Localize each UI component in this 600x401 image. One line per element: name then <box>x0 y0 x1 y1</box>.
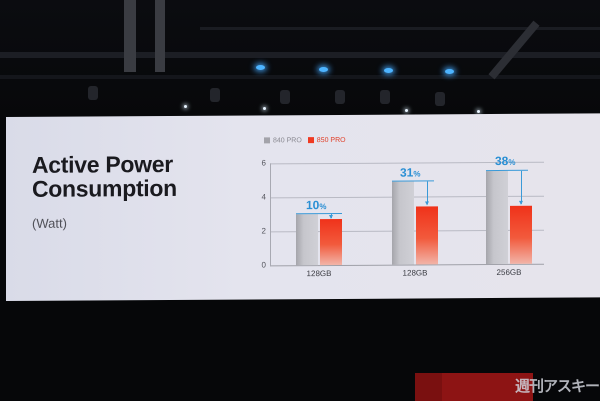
arrow-down-icon <box>521 170 522 204</box>
lighting-truss <box>200 27 600 30</box>
stage-lamp <box>435 92 445 106</box>
chart-legend: 840 PRO 850 PRO <box>264 137 346 144</box>
watermark: 週刊アスキー <box>515 378 600 395</box>
plot-area: 6 4 2 0 10% 128GB 31% 128GB 38% 256GB <box>262 154 544 278</box>
stage-light <box>405 109 408 112</box>
bar-850pro-128gb-a <box>320 218 342 266</box>
legend-swatch <box>264 137 270 144</box>
stage-lamp <box>210 88 220 102</box>
x-label: 256GB <box>496 267 522 278</box>
bar-840pro-128gb-b <box>392 181 414 265</box>
lighting-truss <box>0 75 600 79</box>
ceiling-pillar <box>124 0 136 72</box>
presentation-slide: Active Power Consumption (Watt) 840 PRO … <box>6 113 600 301</box>
slide-title: Active Power Consumption <box>32 150 177 202</box>
x-label: 128GB <box>306 269 332 279</box>
stage-light <box>319 67 328 72</box>
bar-840pro-128gb-a <box>296 214 318 266</box>
stage-light <box>263 107 266 110</box>
x-label: 128GB <box>402 268 428 278</box>
bar-850pro-256gb <box>510 205 532 264</box>
stage-podium-side <box>415 373 442 401</box>
legend-item-850-pro: 850 PRO <box>307 137 346 144</box>
legend-item-840-pro: 840 PRO <box>264 137 302 144</box>
y-tick: 6 <box>261 158 266 168</box>
stage-lamp <box>380 90 390 104</box>
arrow-down-icon <box>331 214 332 219</box>
y-tick: 0 <box>261 260 266 270</box>
stage-light <box>445 69 454 74</box>
reduction-label: 10% <box>306 198 327 213</box>
stage-lamp <box>280 90 290 104</box>
unit-label: (Watt) <box>32 215 67 231</box>
stage-light <box>184 105 187 108</box>
bar-840pro-256gb <box>486 170 508 265</box>
stage-light <box>256 65 265 70</box>
stage-lamp <box>335 90 345 104</box>
y-tick: 2 <box>261 226 266 236</box>
legend-swatch <box>307 137 314 144</box>
annotation-bracket <box>296 212 342 215</box>
ceiling-pillar <box>155 0 165 72</box>
stage-lamp <box>88 86 98 100</box>
arrow-down-icon <box>427 181 428 205</box>
y-axis <box>270 163 271 267</box>
reduction-label: 38% <box>495 153 516 169</box>
reduction-label: 31% <box>400 165 421 180</box>
y-tick: 4 <box>261 192 266 202</box>
bar-850pro-128gb-b <box>416 206 438 265</box>
bar-chart: 840 PRO 850 PRO 6 4 2 0 10% 128GB <box>250 113 600 299</box>
lighting-truss <box>0 52 600 58</box>
stage-light <box>384 68 393 73</box>
stage-ceiling <box>0 0 600 118</box>
stage-light <box>477 110 480 113</box>
